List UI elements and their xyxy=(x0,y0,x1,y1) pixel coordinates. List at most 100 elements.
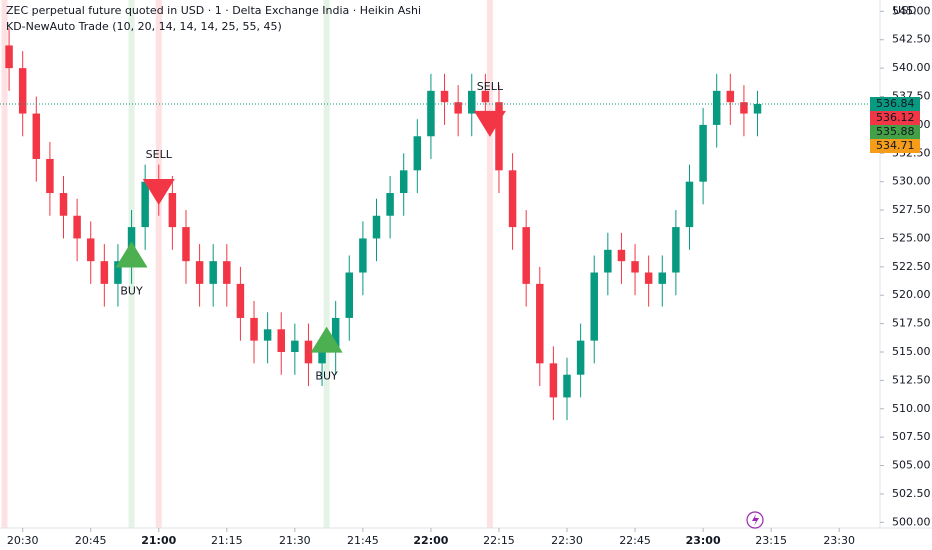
candle-body xyxy=(168,193,177,228)
candle-body xyxy=(236,283,245,318)
signal-marker xyxy=(142,179,175,206)
candle-body xyxy=(59,193,68,216)
candle-body xyxy=(508,170,517,228)
x-tick-label: 22:15 xyxy=(483,534,515,547)
x-tick-label: 20:30 xyxy=(7,534,39,547)
candle-body xyxy=(576,340,585,375)
signal-label: BUY xyxy=(315,370,338,383)
candle-body xyxy=(250,317,258,341)
alert-icon-bolt xyxy=(752,514,759,526)
candle-body xyxy=(73,215,81,239)
y-axis-label: USD xyxy=(893,4,917,17)
candle-body xyxy=(141,181,149,228)
y-tick-label: 507.50 xyxy=(892,430,931,443)
price-label-box xyxy=(870,111,920,126)
plot-area xyxy=(0,0,880,528)
signal-band xyxy=(486,0,493,528)
chart-title: ZEC perpetual future quoted in USD · 1 ·… xyxy=(6,4,421,17)
candle-body xyxy=(440,90,449,103)
candle-body xyxy=(590,272,598,341)
candle-body xyxy=(563,374,571,398)
y-tick-label: 545.00 xyxy=(892,4,931,17)
candle-body xyxy=(345,272,354,318)
candle-body xyxy=(699,124,707,182)
signal-label: SELL xyxy=(477,80,504,93)
indicator-label: KD-NewAuto Trade (10, 20, 14, 14, 14, 25… xyxy=(6,20,282,33)
signal-label: SELL xyxy=(146,148,173,161)
candle-body xyxy=(100,261,109,284)
y-tick-label: 500.00 xyxy=(892,515,931,528)
candle-body xyxy=(454,102,462,114)
candle-body xyxy=(32,113,41,159)
candle-body xyxy=(86,238,95,262)
y-tick-label: 527.50 xyxy=(892,203,931,216)
x-tick-label: 21:45 xyxy=(347,534,379,547)
candle-body xyxy=(672,227,680,273)
candle-body xyxy=(631,261,639,273)
candle-body xyxy=(18,68,27,114)
candle-body xyxy=(536,283,544,364)
x-tick-label: 21:15 xyxy=(211,534,243,547)
candle-body xyxy=(740,102,748,114)
candle-body xyxy=(604,249,612,273)
candle-body xyxy=(209,261,217,284)
candle-body xyxy=(359,238,367,273)
candle-body xyxy=(753,104,762,114)
candle-body xyxy=(318,352,326,364)
y-tick-label: 510.00 xyxy=(892,402,931,415)
signal-band xyxy=(323,0,330,528)
candle-body xyxy=(726,90,735,103)
candle-body xyxy=(481,90,490,103)
y-tick-label: 505.00 xyxy=(892,459,931,472)
candle-body xyxy=(304,340,313,364)
y-tick-label: 515.00 xyxy=(892,345,931,358)
candle-body xyxy=(399,170,408,194)
candle-body xyxy=(712,90,721,125)
signal-marker xyxy=(115,241,148,268)
candle-body xyxy=(331,317,340,352)
candle-body xyxy=(644,272,653,284)
candle-body xyxy=(427,90,435,137)
candle-body xyxy=(468,90,476,114)
candle-body xyxy=(685,181,694,228)
y-tick-label: 512.50 xyxy=(892,373,931,386)
candle-body xyxy=(413,136,422,171)
candle-body xyxy=(549,363,558,398)
y-tick-label: 542.50 xyxy=(892,33,931,46)
candle-body xyxy=(5,45,13,69)
candle-body xyxy=(46,158,54,194)
candle-body xyxy=(223,261,231,284)
price-label-box xyxy=(870,139,920,154)
candle-body xyxy=(495,102,503,171)
price-label: 535.88 xyxy=(876,125,915,138)
signal-marker xyxy=(473,110,506,137)
y-tick-label: 520.00 xyxy=(892,288,931,301)
candle-body xyxy=(522,227,530,284)
price-label: 534.71 xyxy=(876,139,915,152)
candle-body xyxy=(195,261,204,284)
price-label-box xyxy=(870,97,920,112)
signal-band xyxy=(1,0,8,528)
candle-body xyxy=(386,193,394,216)
y-tick-label: 502.50 xyxy=(892,487,931,500)
candle-body xyxy=(617,249,626,262)
price-label-box xyxy=(870,125,920,140)
y-tick-label: 530.00 xyxy=(892,175,931,188)
y-tick-label: 540.00 xyxy=(892,61,931,74)
price-label: 536.84 xyxy=(876,97,915,110)
y-tick-label: 517.50 xyxy=(892,317,931,330)
candle-body xyxy=(263,329,272,341)
x-tick-label: 20:45 xyxy=(75,534,107,547)
alert-icon[interactable] xyxy=(746,511,764,529)
candle-body xyxy=(658,272,667,284)
signal-marker xyxy=(310,326,343,353)
signal-band xyxy=(155,0,162,528)
y-tick-label: 525.00 xyxy=(892,231,931,244)
candle-body xyxy=(277,329,285,352)
signal-label: BUY xyxy=(120,284,143,297)
candle-body xyxy=(114,261,122,284)
x-tick-label: 21:00 xyxy=(141,534,176,547)
price-label: 536.12 xyxy=(876,111,915,124)
